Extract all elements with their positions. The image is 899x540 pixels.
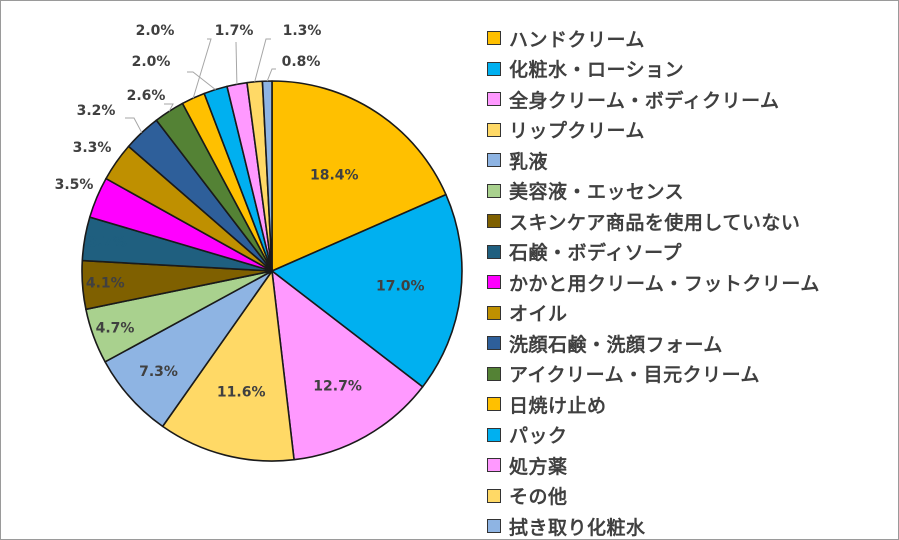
legend-label: オイル [509,303,568,326]
legend-swatch [487,92,501,107]
legend-item: 美容液・エッセンス [487,176,820,207]
legend-item: 処方薬 [487,450,820,481]
leader-line [125,117,143,133]
legend-swatch [487,427,501,442]
data-label: 11.6% [217,385,266,401]
data-label: 2.0% [136,23,175,39]
legend-item: オイル [487,298,820,329]
legend-item: ハンドクリーム [487,23,820,54]
legend-item: かかと用クリーム・フットクリーム [487,267,820,298]
legend-label: 化粧水・ローション [509,59,685,82]
legend-swatch [487,244,501,259]
leader-line [192,38,212,99]
data-label: 3.2% [77,103,116,119]
legend-item: 石鹸・ボディソープ [487,237,820,268]
legend-item: パック [487,420,820,451]
legend-swatch [487,305,501,320]
legend-label: アイクリーム・目元クリーム [509,364,761,387]
legend-label: パック [509,425,568,448]
data-label: 1.3% [283,23,322,39]
legend-swatch [487,275,501,290]
legend-swatch [487,519,501,534]
legend-swatch [487,214,501,229]
leader-line [187,71,216,90]
chart-legend: ハンドクリーム化粧水・ローション全身クリーム・ボディクリーム リップクリーム 乳液美… [487,23,820,539]
data-label: 2.0% [132,54,171,70]
legend-label: 処方薬 [509,455,568,478]
data-label: 1.7% [215,23,254,39]
legend-label: 乳液 [509,150,549,173]
legend-label: その他 [509,486,568,509]
legend-swatch [487,397,501,412]
legend-item: アイクリーム・目元クリーム [487,359,820,390]
legend-label: リップクリーム [509,120,645,143]
legend-swatch [487,336,501,351]
legend-swatch [487,366,501,381]
data-label: 4.7% [96,320,135,336]
leader-line [254,38,271,82]
data-label: 0.8% [282,54,321,70]
pie-slice [271,80,447,272]
pie-slice [161,270,295,462]
pie-slice [271,270,424,461]
legend-label: かかと用クリーム・フットクリーム [509,272,820,295]
legend-item: リップクリーム [487,115,820,146]
legend-item: その他 [487,481,820,512]
legend-label: 拭き取り化粧水 [509,516,646,539]
legend-swatch [487,183,501,198]
legend-item: 洗顔石鹸・洗顔フォーム [487,328,820,359]
data-label: 4.1% [86,275,125,291]
legend-swatch [487,153,501,168]
legend-swatch [487,31,501,46]
data-label: 3.5% [55,177,94,193]
data-label: 3.3% [73,140,112,156]
data-label: 12.7% [313,379,362,395]
legend-swatch [487,458,501,473]
legend-label: 石鹸・ボディソープ [509,242,683,265]
data-label: 3.7% [88,235,127,251]
legend-item: 日焼け止め [487,389,820,420]
legend-item: 乳液 [487,145,820,176]
leader-line [266,68,276,82]
leader-line [235,41,238,85]
legend-label: 日焼け止め [509,394,607,417]
legend-item: スキンケア商品を使用していない [487,206,820,237]
legend-swatch [487,488,501,503]
legend-label: 全身クリーム・ボディクリーム [509,89,780,112]
legend-item: 拭き取り化粧水 [487,511,820,539]
legend-swatch [487,122,501,137]
data-label: 18.4% [310,168,359,184]
data-label: 7.3% [139,364,178,380]
pie-slice [271,193,463,388]
legend-label: 洗顔石鹸・洗顔フォーム [509,333,723,356]
legend-label: ハンドクリーム [509,28,645,51]
legend-label: 美容液・エッセンス [509,181,685,204]
legend-swatch [487,61,501,76]
legend-item: 全身クリーム・ボディクリーム [487,84,820,115]
legend-label: スキンケア商品を使用していない [509,211,801,234]
data-label: 17.0% [376,279,425,295]
data-label: 2.6% [127,88,166,104]
leader-line [164,103,174,112]
legend-item: 化粧水・ローション [487,54,820,85]
